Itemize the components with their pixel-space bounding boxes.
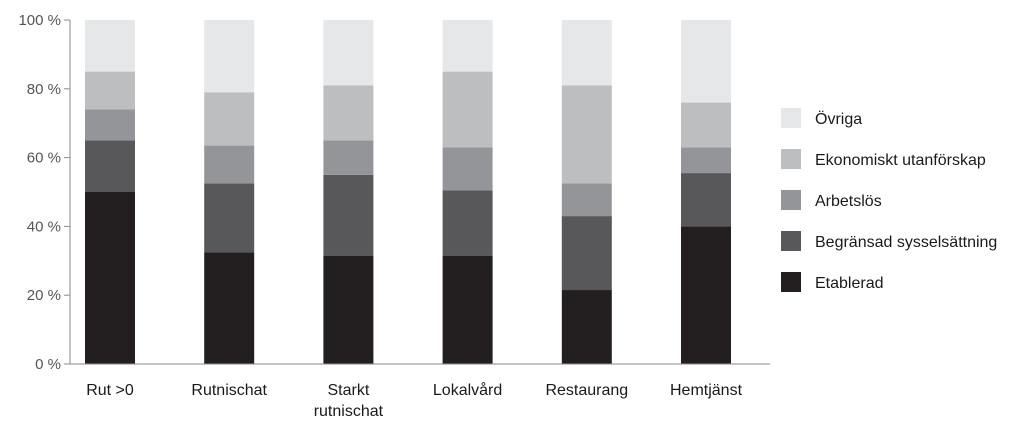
bar-segment (323, 255, 374, 364)
y-tick-label: 20 % (27, 287, 61, 304)
y-tick-label: 60 % (27, 150, 61, 167)
y-tick-label: 80 % (27, 81, 61, 98)
x-category-label: Starkt rutnischat (314, 382, 384, 420)
bar-segment (561, 183, 612, 217)
x-category-label: Rut >0 (86, 382, 134, 399)
bar-segment (442, 147, 493, 191)
bar-segment (681, 226, 731, 364)
bar-segment (323, 20, 374, 86)
legend: Övriga Ekonomiskt utanförskap Arbetslös Beg… (781, 108, 997, 292)
bar-segment (323, 174, 374, 256)
bar-segment (85, 109, 135, 141)
bar-segment (85, 140, 135, 192)
legend-label: Arbetslös (815, 193, 882, 210)
bar-segment (561, 216, 612, 291)
x-axis: Rut >0 Rutnischat Starkt rutnischat Lokalvår… (70, 363, 770, 420)
legend-swatch (781, 231, 801, 251)
bar-segment (561, 85, 612, 184)
bar-segment (204, 145, 255, 184)
legend-label: Ekonomiskt utanförskap (815, 152, 986, 169)
bar-segment (442, 255, 493, 364)
bar-segment (681, 102, 731, 148)
y-tick-label: 0 % (35, 356, 61, 373)
bar-segment (442, 71, 493, 148)
bar-segment (681, 20, 731, 103)
bar-segment (561, 290, 612, 364)
legend-label: Etablerad (815, 275, 884, 292)
bar-segment (681, 173, 731, 227)
x-category-label: Restaurang (545, 382, 628, 399)
legend-swatch (781, 272, 801, 292)
bar-segment (681, 147, 731, 174)
legend-label: Övriga (815, 110, 862, 128)
bar-segment (204, 92, 255, 146)
bar-segment (442, 190, 493, 256)
bar-segment (204, 252, 255, 364)
bar-segment (85, 20, 135, 72)
x-category-label: Rutnischat (191, 382, 267, 399)
x-category-label: Hemtjänst (670, 382, 743, 399)
bar-segment (85, 192, 135, 364)
bar-segment (323, 85, 374, 141)
bar-segment (323, 140, 374, 175)
x-category-label: Lokalvård (433, 381, 502, 399)
legend-swatch (781, 149, 801, 169)
y-tick-label: 40 % (27, 218, 61, 235)
legend-swatch (781, 190, 801, 210)
bar-segment (561, 20, 612, 86)
bars (85, 20, 731, 364)
y-tick-label: 100 % (18, 12, 61, 29)
y-axis: 0 % 20 % 40 % 60 % 80 % 100 % (18, 12, 71, 373)
legend-swatch (781, 108, 801, 128)
legend-label: Begränsad sysselsättning (815, 234, 997, 251)
bar-segment (442, 20, 493, 72)
bar-segment (204, 183, 255, 253)
bar-segment (204, 20, 255, 93)
bar-segment (85, 71, 135, 110)
